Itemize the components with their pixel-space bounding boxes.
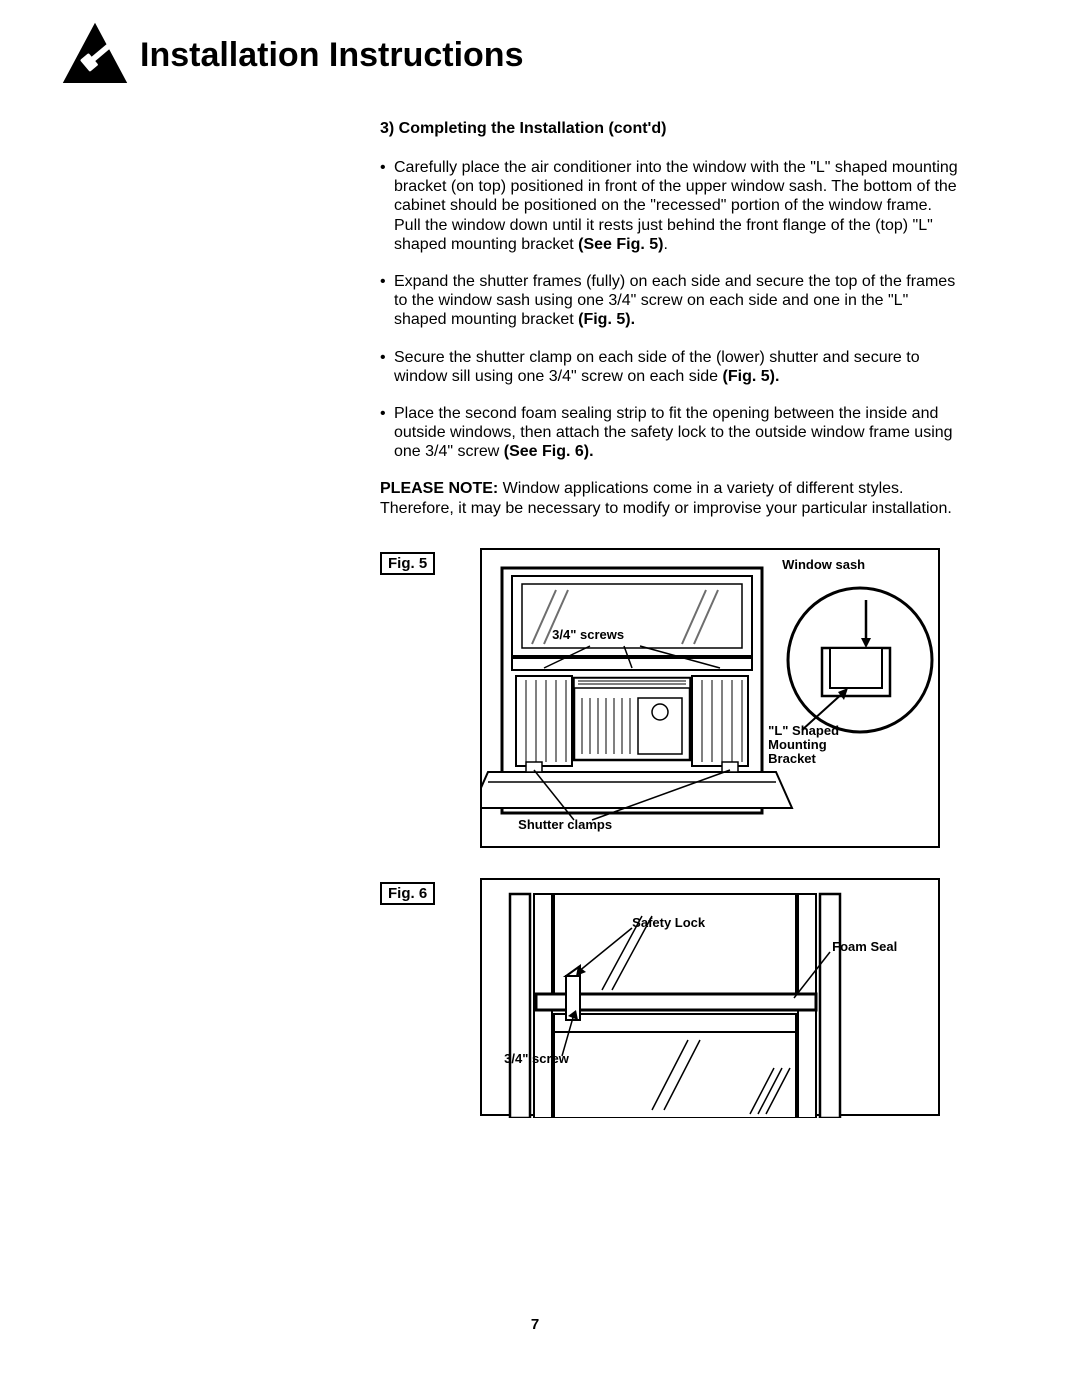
fig6-safety-lock-label: Safety Lock [632, 916, 705, 930]
fig6-diagram: Safety Lock Foam Seal 3/4" screw [480, 878, 940, 1116]
page-number: 7 [60, 1316, 1010, 1333]
fig5-lbracket-label: "L" Shaped Mounting Bracket [768, 724, 858, 767]
fig6-screw-label: 3/4" screw [504, 1052, 569, 1066]
bullet-text: Carefully place the air conditioner into… [394, 159, 958, 253]
figure-5-row: Fig. 5 [380, 548, 960, 848]
page-header: Installation Instructions [60, 20, 1010, 90]
please-note: PLEASE NOTE: Window applications come in… [380, 479, 960, 517]
fig5-screws-label: 3/4" screws [552, 628, 624, 642]
content-block: 3) Completing the Installation (cont'd) … [380, 120, 960, 1116]
fig5-label: Fig. 5 [380, 552, 435, 575]
bullet-text: Expand the shutter frames (fully) on eac… [394, 273, 955, 328]
bullet-text: Place the second foam sealing strip to f… [394, 405, 953, 460]
bullet-ref: (Fig. 5). [578, 311, 635, 328]
bullet-tail: . [663, 236, 667, 253]
page-title: Installation Instructions [140, 36, 523, 75]
section-heading: 3) Completing the Installation (cont'd) [380, 120, 960, 138]
fig5-window-sash-label: Window sash [782, 558, 865, 572]
instruction-bullet: Secure the shutter clamp on each side of… [380, 348, 960, 386]
bullet-ref: (See Fig. 6). [504, 443, 594, 460]
fig6-label: Fig. 6 [380, 882, 435, 905]
instruction-bullet: Expand the shutter frames (fully) on eac… [380, 272, 960, 330]
fig6-foam-seal-label: Foam Seal [832, 940, 897, 954]
bullet-ref: (See Fig. 5) [578, 236, 663, 253]
fig5-shutter-clamps-label: Shutter clamps [518, 818, 612, 832]
bullet-ref: (Fig. 5). [723, 368, 780, 385]
figure-6-row: Fig. 6 [380, 878, 960, 1116]
bullet-text: Secure the shutter clamp on each side of… [394, 349, 920, 385]
note-label: PLEASE NOTE: [380, 480, 498, 497]
hammer-warning-icon [60, 20, 130, 90]
fig5-diagram: Window sash 3/4" screws "L" Shaped Mount… [480, 548, 940, 848]
instruction-bullet: Place the second foam sealing strip to f… [380, 404, 960, 462]
instruction-bullet: Carefully place the air conditioner into… [380, 158, 960, 254]
